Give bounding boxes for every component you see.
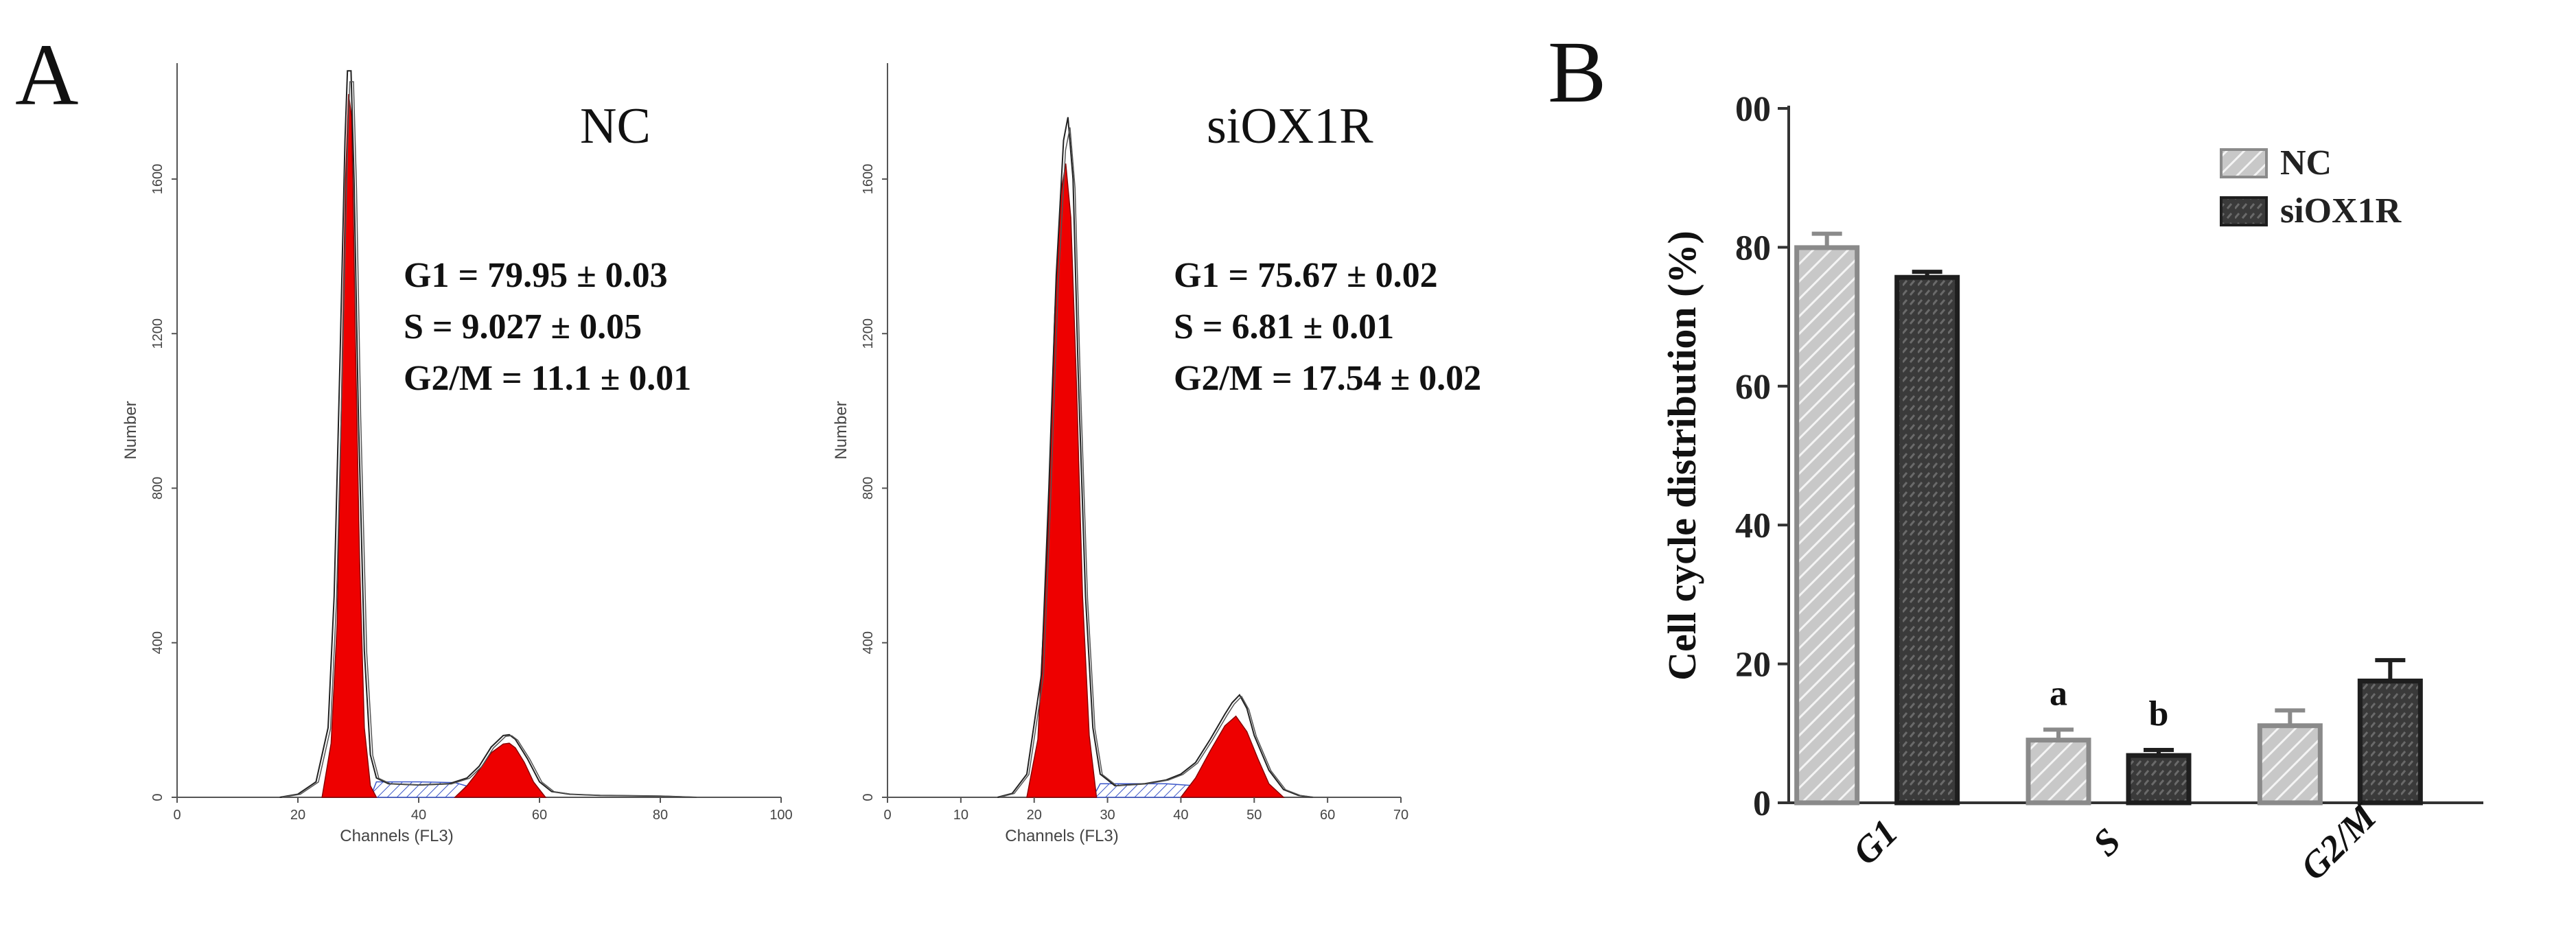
bar-category-label: G1 — [1844, 812, 1905, 873]
y-tick-label: 1200 — [150, 318, 165, 349]
histogram-title: siOX1R — [1207, 98, 1373, 154]
y-tick-label: 400 — [861, 631, 876, 654]
stat-line: G1 = 75.67 ± 0.02 — [1174, 256, 1438, 295]
x-tick-label: 40 — [1173, 808, 1188, 823]
histogram-title: NC — [580, 98, 651, 154]
legend-swatch-nc — [2220, 148, 2268, 178]
x-axis-label: Channels (FL3) — [340, 827, 453, 845]
bar-nc-g2m — [2257, 723, 2323, 806]
y-tick-label: 1200 — [861, 318, 876, 349]
y-tick-label: 0 — [861, 793, 876, 801]
bar-y-tick-label: 60 — [1735, 368, 1771, 407]
bar-y-tick-label: 0 — [1753, 784, 1771, 823]
x-tick-label: 40 — [411, 808, 426, 823]
bar-nc-g1 — [1794, 245, 1860, 806]
bar-y-tick-label: 20 — [1735, 646, 1771, 685]
x-tick-label: 10 — [953, 808, 968, 823]
x-tick-label: 0 — [173, 808, 181, 823]
stat-line: S = 6.81 ± 0.01 — [1174, 307, 1394, 347]
stat-line: G1 = 79.95 ± 0.03 — [404, 256, 668, 295]
x-tick-label: 20 — [290, 808, 305, 823]
y-tick-label: 400 — [150, 631, 165, 654]
y-tick-label: 800 — [150, 477, 165, 500]
stat-line: S = 9.027 ± 0.05 — [404, 307, 642, 347]
x-tick-label: 80 — [653, 808, 668, 823]
legend-swatch-siox1r — [2220, 196, 2268, 226]
stat-line: G2/M = 11.1 ± 0.01 — [404, 359, 691, 398]
bar-chart-cell-cycle: 0 20 40 60 80 00 Cell cycle distribution (%) G1… — [1660, 90, 2483, 888]
y-axis-label: Number — [121, 401, 140, 459]
stat-line: G2/M = 17.54 ± 0.02 — [1174, 359, 1481, 398]
histogram-nc: 0 400 800 1200 1600 0 20 40 60 80 100 Channels (FL3… — [121, 63, 793, 845]
histogram-outline-fit — [281, 81, 699, 798]
bar-y-tick-label: 00 — [1735, 90, 1771, 129]
bar-y-tick-label: 80 — [1735, 228, 1771, 268]
x-axis-label: Channels (FL3) — [1005, 827, 1118, 845]
legend-label-siox1r: siOX1R — [2280, 191, 2402, 231]
legend-label-nc: NC — [2280, 143, 2332, 183]
x-tick-label: 70 — [1393, 808, 1408, 823]
significance-label: a — [2050, 674, 2067, 713]
bar-y-axis-label: Cell cycle distribution (%) — [1660, 231, 1704, 681]
y-tick-label: 1600 — [861, 164, 876, 195]
bar-siox1r-s — [2126, 753, 2192, 806]
bar-siox1r-g1 — [1894, 274, 1960, 806]
y-axis-label: Number — [832, 401, 850, 459]
x-tick-label: 60 — [532, 808, 547, 823]
y-tick-label: 1600 — [150, 164, 165, 195]
histogram-outline-fit — [999, 127, 1315, 798]
significance-label: b — [2149, 694, 2169, 733]
y-tick-label: 0 — [150, 793, 165, 801]
panel-b-label: B — [1548, 23, 1606, 121]
bar-category-label: S — [2085, 820, 2128, 864]
x-tick-label: 30 — [1100, 808, 1115, 823]
bar-y-tick-label: 40 — [1735, 506, 1771, 545]
bar-nc-s — [2026, 738, 2091, 806]
x-tick-label: 20 — [1027, 808, 1042, 823]
y-tick-label: 800 — [861, 477, 876, 500]
bar-siox1r-g2m — [2357, 678, 2423, 806]
x-tick-label: 100 — [769, 808, 792, 823]
panel-a-label: A — [15, 26, 78, 124]
x-tick-label: 50 — [1246, 808, 1262, 823]
histogram-siox1r: 0 400 800 1200 1600 0 10 20 30 40 50 60 70 Channels (… — [832, 63, 1481, 845]
g2m-peak-fill — [1179, 715, 1285, 798]
bar-category-label: G2/M — [2293, 795, 2385, 888]
x-tick-label: 0 — [883, 808, 891, 823]
g2m-peak-fill — [453, 742, 547, 798]
x-tick-label: 60 — [1320, 808, 1335, 823]
